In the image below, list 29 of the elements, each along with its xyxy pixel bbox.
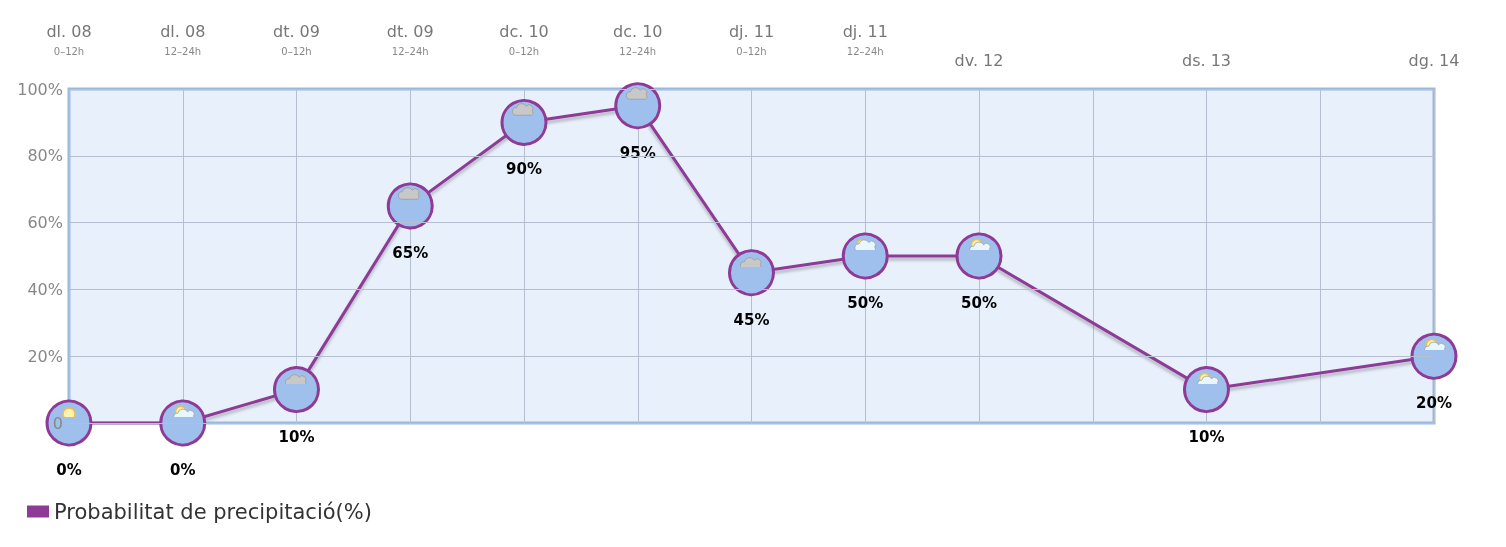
y-tick-label: 20% [27, 346, 63, 366]
data-label: 0% [56, 461, 82, 479]
x-tick-label: dj. 11 0–12h [728, 21, 775, 57]
data-label: 10% [1188, 427, 1225, 446]
x-tick-label: dt. 09 0–12h [273, 21, 320, 57]
x-tick-label: dl. 08 12–24h [160, 21, 206, 57]
data-label: 10% [278, 427, 315, 446]
data-label: 20% [1416, 394, 1452, 413]
legend-label: Probabilitat de precipitació(%) [54, 499, 372, 524]
x-tick-label: dc. 10 12–24h [613, 21, 663, 57]
x-tick-label: dt. 09 12–24h [386, 21, 434, 57]
y-tick-label: 60% [27, 213, 63, 233]
y-tick-label: 80% [27, 146, 63, 166]
x-tick-label: dv. 12 [954, 50, 1004, 70]
x-tick-label: dl. 08 0–12h [46, 21, 92, 57]
x-tick-label: ds. 13 [1181, 50, 1232, 70]
point [45, 399, 93, 447]
x-tick-label: dg. 14 [1408, 50, 1460, 70]
data-label: 50% [961, 294, 997, 312]
data-label: 50% [847, 294, 884, 312]
y-tick-label: 100% [17, 79, 63, 99]
y-tick-label: 40% [27, 279, 63, 299]
x-tick-label: dc. 10 0–12h [499, 21, 549, 57]
data-label: 0% [170, 461, 196, 479]
data-label: 90% [506, 160, 542, 179]
y-tick-label: 0 [52, 413, 63, 433]
data-label: 65% [392, 243, 429, 262]
data-label: 45% [733, 310, 770, 329]
x-tick-label: dj. 11 12–24h [842, 21, 888, 57]
